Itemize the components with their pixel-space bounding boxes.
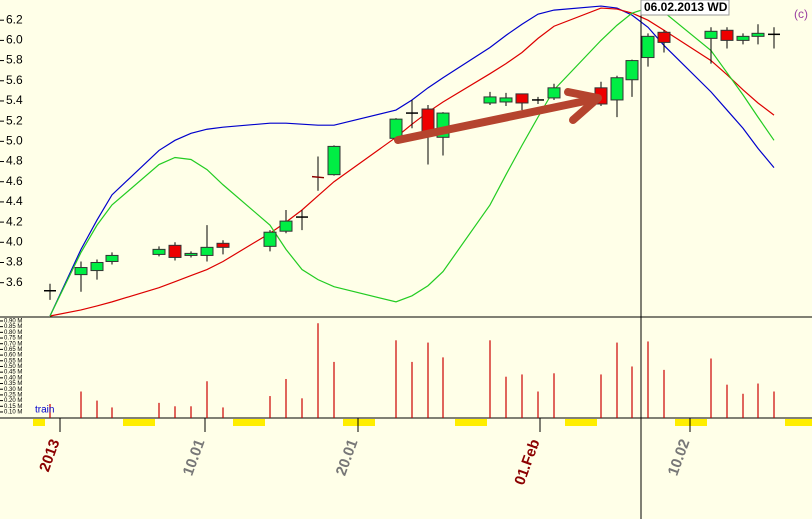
weekend-block (123, 419, 155, 426)
candle-body (184, 252, 198, 256)
volume-tick-label: 0.25 M (4, 392, 22, 398)
candle-body (263, 231, 277, 247)
candle-doji (311, 175, 325, 179)
y-tick-label: 5.4 (6, 93, 23, 107)
candle-body (547, 87, 561, 99)
y-tick-label: 6.0 (6, 33, 23, 47)
volume-tick-label: 0.45 M (4, 370, 22, 376)
cursor-label: 06.02.2013 WD (644, 0, 728, 14)
candle-body (751, 32, 765, 37)
y-tick-label: 3.8 (6, 255, 23, 269)
candle-body (279, 220, 293, 232)
y-tick-label: 4.4 (6, 194, 23, 208)
volume-tick-label: 0.70 M (4, 341, 22, 347)
copyright: (c) (794, 7, 808, 21)
candle-body (720, 29, 734, 41)
volume-tick-label: 0.65 M (4, 347, 22, 353)
weekend-block (785, 419, 812, 426)
y-tick-label: 4.6 (6, 174, 23, 188)
candle-body (625, 60, 639, 81)
candle-body (704, 30, 718, 39)
volume-tick-label: 0.55 M (4, 358, 22, 364)
weekend-block (565, 419, 597, 426)
candle-body (74, 267, 88, 276)
volume-label: train (35, 405, 54, 416)
volume-tick-label: 0.20 M (4, 398, 22, 404)
volume-tick-label: 0.75 M (4, 336, 22, 342)
volume-tick-label: 0.85 M (4, 324, 22, 330)
candle-body (736, 35, 750, 41)
y-tick-label: 4.8 (6, 154, 23, 168)
volume-tick-label: 0.30 M (4, 387, 22, 393)
volume-tick-label: 0.40 M (4, 375, 22, 381)
volume-tick-label: 0.50 M (4, 364, 22, 370)
candle-body (168, 244, 182, 258)
candle-body (152, 248, 166, 255)
trend-arrow (394, 96, 594, 144)
candle-body (641, 35, 655, 59)
candle-body (200, 246, 214, 256)
volume-tick-label: 0.35 M (4, 381, 22, 387)
weekend-block (33, 419, 45, 426)
candle-body (610, 77, 624, 101)
volume-tick-label: 0.90 M (4, 319, 22, 325)
candle-body (515, 93, 529, 104)
y-tick-label: 5.6 (6, 73, 23, 87)
weekend-block (675, 419, 707, 426)
y-tick-label: 5.2 (6, 113, 23, 127)
candle-body (105, 254, 119, 262)
date-band (33, 419, 812, 426)
volume-tick-label: 0.60 M (4, 353, 22, 359)
weekend-block (343, 419, 375, 426)
y-tick-label: 4.0 (6, 234, 23, 248)
candle-body (483, 96, 497, 104)
candle-body (389, 118, 403, 139)
y-tick-label: 6.2 (6, 12, 23, 26)
candle-body (327, 145, 341, 176)
weekend-block (233, 419, 265, 426)
candle-body (499, 97, 513, 103)
y-tick-label: 5.0 (6, 134, 23, 148)
cursor-label-box (640, 0, 730, 16)
y-tick-label: 3.6 (6, 275, 23, 289)
trend-arrow-head (564, 88, 602, 124)
volume-tick-label: 0.10 M (4, 410, 22, 416)
candle-body (90, 261, 104, 272)
candle-body (216, 242, 230, 248)
y-tick-label: 5.8 (6, 53, 23, 67)
candle-body (657, 31, 671, 43)
volume-tick-label: 0.15 M (4, 404, 22, 410)
y-tick-label: 4.2 (6, 214, 23, 228)
volume-tick-label: 0.80 M (4, 330, 22, 336)
plot-area: 3.6 3.8 4.0 4.2 4.4 4.6 4.8 5.0 5.2 5.4 5.6 5.8 6.0 6… (0, 5, 780, 418)
weekend-block (455, 419, 487, 426)
candle-body (421, 108, 435, 133)
